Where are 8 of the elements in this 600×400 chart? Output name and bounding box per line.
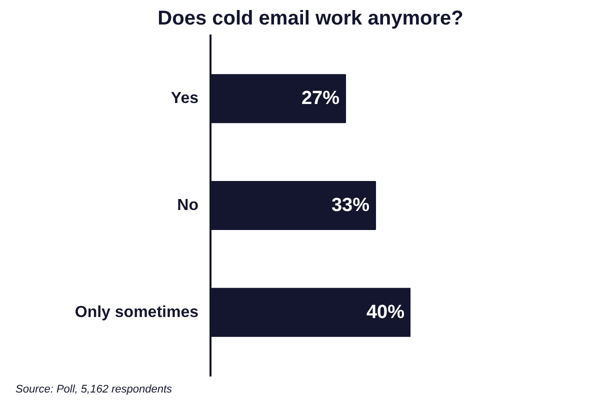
- data-label: 40%: [366, 302, 405, 323]
- y-tick-label: Yes: [170, 90, 199, 108]
- source-note: Source: Poll, 5,162 respondents: [16, 384, 173, 396]
- chart-title: Does cold email work anymore?: [158, 8, 464, 30]
- y-tick-label: No: [177, 197, 199, 214]
- data-label: 33%: [331, 195, 370, 216]
- y-tick-label: Only sometimes: [74, 304, 199, 321]
- data-label: 27%: [301, 88, 340, 110]
